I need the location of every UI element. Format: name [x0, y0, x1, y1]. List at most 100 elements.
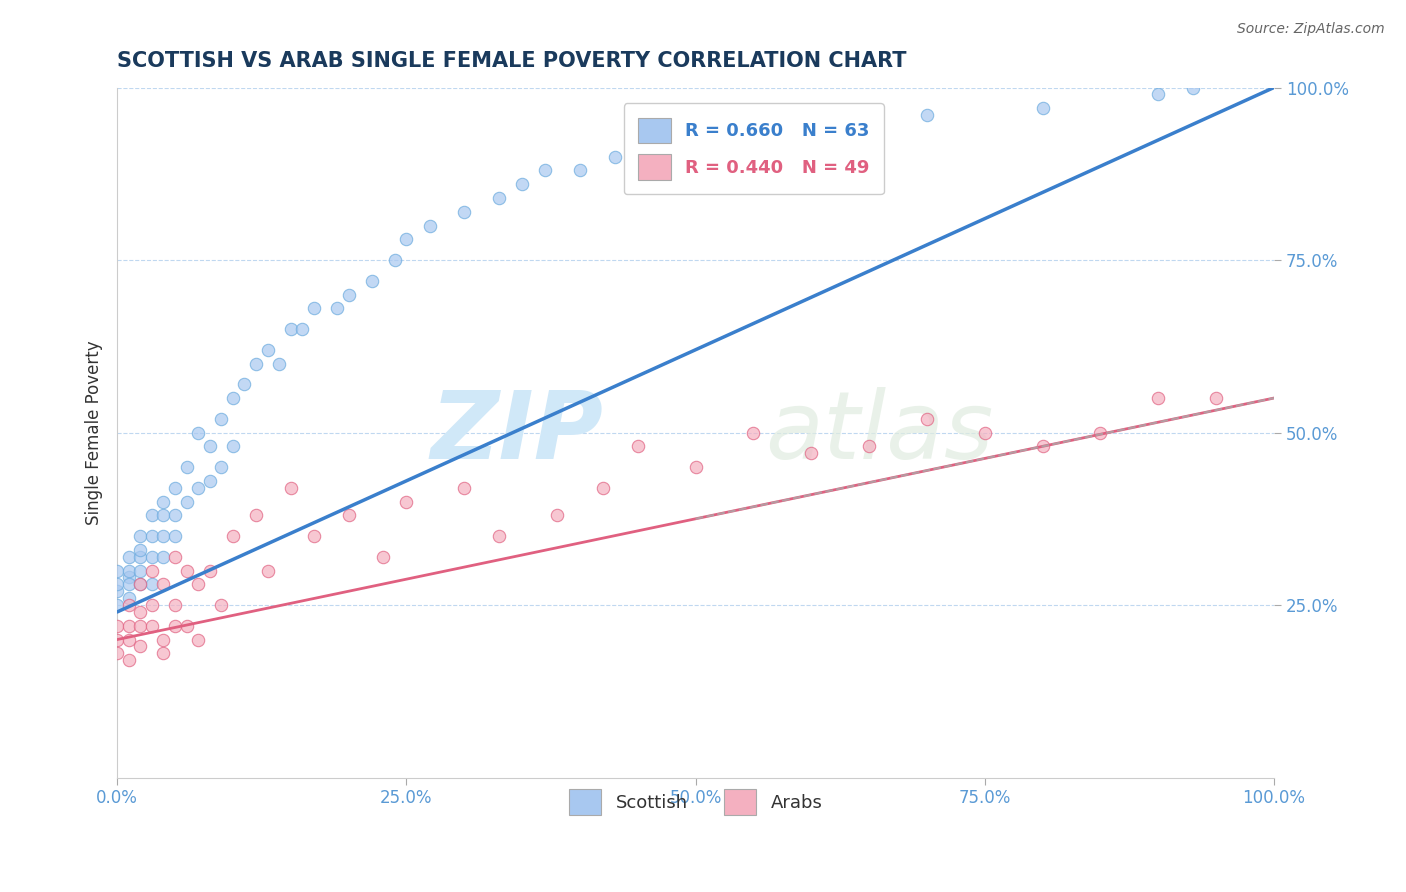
Point	[129, 549, 152, 564]
Point	[291, 322, 314, 336]
Point	[256, 343, 278, 357]
Point	[395, 494, 418, 508]
Point	[685, 460, 707, 475]
Text: ZIP: ZIP	[430, 386, 603, 478]
Point	[1147, 87, 1170, 102]
Point	[163, 619, 186, 633]
Point	[198, 474, 221, 488]
Point	[222, 391, 245, 405]
Point	[256, 564, 278, 578]
Point	[800, 446, 823, 460]
Point	[915, 411, 938, 425]
Point	[163, 598, 186, 612]
Point	[488, 191, 510, 205]
Point	[118, 564, 141, 578]
Point	[163, 508, 186, 523]
Point	[141, 598, 163, 612]
Point	[1205, 391, 1227, 405]
Point	[1090, 425, 1112, 440]
Point	[280, 481, 302, 495]
Point	[163, 549, 186, 564]
Point	[118, 570, 141, 584]
Point	[163, 481, 186, 495]
Point	[198, 439, 221, 453]
Point	[129, 529, 152, 543]
Point	[176, 494, 198, 508]
Point	[141, 619, 163, 633]
Point	[915, 108, 938, 122]
Point	[1147, 391, 1170, 405]
Point	[326, 301, 349, 316]
Point	[373, 549, 395, 564]
Point	[603, 149, 626, 163]
Point	[129, 619, 152, 633]
Point	[129, 577, 152, 591]
Y-axis label: Single Female Poverty: Single Female Poverty	[86, 340, 103, 524]
Point	[222, 439, 245, 453]
Point	[118, 598, 141, 612]
Point	[118, 619, 141, 633]
Point	[1032, 101, 1054, 115]
Point	[858, 115, 880, 129]
Point	[129, 605, 152, 619]
Point	[176, 619, 198, 633]
Text: Source: ZipAtlas.com: Source: ZipAtlas.com	[1237, 22, 1385, 37]
Point	[742, 128, 765, 143]
Point	[187, 481, 209, 495]
Point	[302, 529, 325, 543]
Point	[592, 481, 614, 495]
Point	[129, 577, 152, 591]
Point	[453, 481, 475, 495]
Point	[742, 425, 765, 440]
Point	[534, 163, 557, 178]
Point	[638, 149, 661, 163]
Point	[1032, 439, 1054, 453]
Point	[118, 549, 141, 564]
Text: atlas: atlas	[765, 387, 993, 478]
Point	[141, 529, 163, 543]
Point	[209, 460, 232, 475]
Point	[163, 529, 186, 543]
Point	[141, 549, 163, 564]
Point	[141, 564, 163, 578]
Point	[233, 377, 256, 392]
Point	[129, 542, 152, 557]
Point	[337, 508, 360, 523]
Point	[152, 646, 174, 660]
Point	[269, 357, 291, 371]
Point	[198, 564, 221, 578]
Point	[395, 232, 418, 246]
Point	[105, 584, 128, 599]
Point	[152, 632, 174, 647]
Point	[187, 632, 209, 647]
Point	[302, 301, 325, 316]
Point	[800, 128, 823, 143]
Point	[384, 253, 406, 268]
Point	[141, 577, 163, 591]
Point	[245, 508, 267, 523]
Point	[337, 287, 360, 301]
Point	[129, 640, 152, 654]
Point	[685, 136, 707, 150]
Point	[222, 529, 245, 543]
Point	[360, 274, 382, 288]
Point	[209, 411, 232, 425]
Legend: Scottish, Arabs: Scottish, Arabs	[560, 780, 831, 823]
Point	[510, 177, 533, 191]
Point	[418, 219, 440, 233]
Point	[118, 653, 141, 667]
Point	[118, 591, 141, 606]
Point	[141, 508, 163, 523]
Point	[105, 619, 128, 633]
Point	[105, 564, 128, 578]
Point	[152, 577, 174, 591]
Point	[152, 549, 174, 564]
Point	[627, 439, 650, 453]
Point	[488, 529, 510, 543]
Point	[1182, 80, 1205, 95]
Point	[176, 460, 198, 475]
Point	[118, 632, 141, 647]
Point	[118, 577, 141, 591]
Point	[176, 564, 198, 578]
Point	[245, 357, 267, 371]
